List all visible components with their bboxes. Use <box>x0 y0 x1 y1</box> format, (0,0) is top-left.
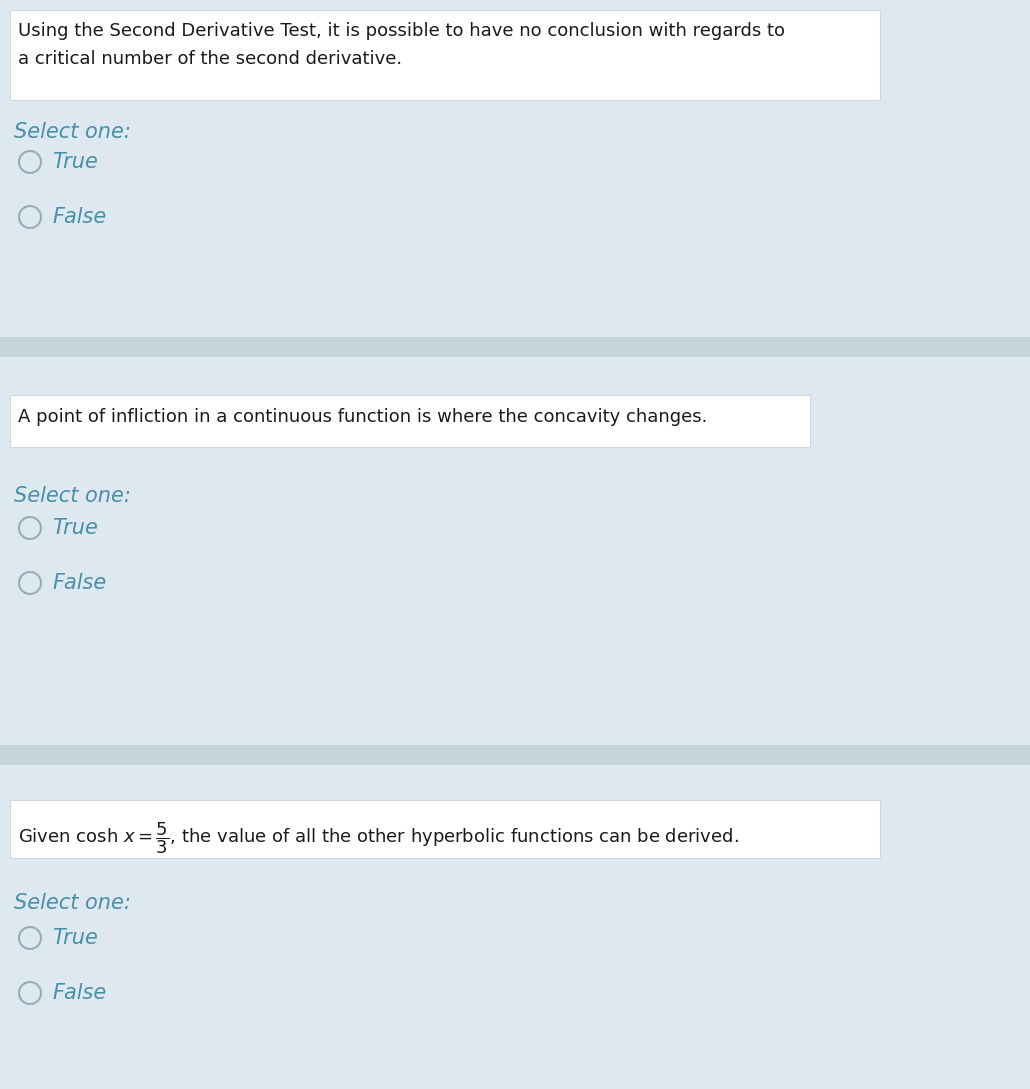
Circle shape <box>19 982 41 1004</box>
Circle shape <box>19 927 41 949</box>
Circle shape <box>19 572 41 594</box>
Bar <box>10 800 880 858</box>
Text: Select one:: Select one: <box>14 893 131 913</box>
Bar <box>10 10 880 100</box>
Text: Select one:: Select one: <box>14 122 131 142</box>
Text: True: True <box>52 518 98 538</box>
Bar <box>0 337 1030 357</box>
Circle shape <box>19 517 41 539</box>
Text: Given cosh $x = \dfrac{5}{3}$, the value of all the other hyperbolic functions c: Given cosh $x = \dfrac{5}{3}$, the value… <box>18 820 739 856</box>
Circle shape <box>19 206 41 228</box>
Text: a critical number of the second derivative.: a critical number of the second derivati… <box>18 50 402 68</box>
Text: Select one:: Select one: <box>14 486 131 506</box>
Circle shape <box>19 151 41 173</box>
Bar <box>10 395 810 446</box>
Text: A point of infliction in a continuous function is where the concavity changes.: A point of infliction in a continuous fu… <box>18 408 708 426</box>
Text: False: False <box>52 573 106 594</box>
Text: False: False <box>52 983 106 1003</box>
Text: False: False <box>52 207 106 227</box>
Text: True: True <box>52 928 98 949</box>
Bar <box>0 745 1030 764</box>
Text: True: True <box>52 152 98 172</box>
Text: Using the Second Derivative Test, it is possible to have no conclusion with rega: Using the Second Derivative Test, it is … <box>18 22 785 40</box>
